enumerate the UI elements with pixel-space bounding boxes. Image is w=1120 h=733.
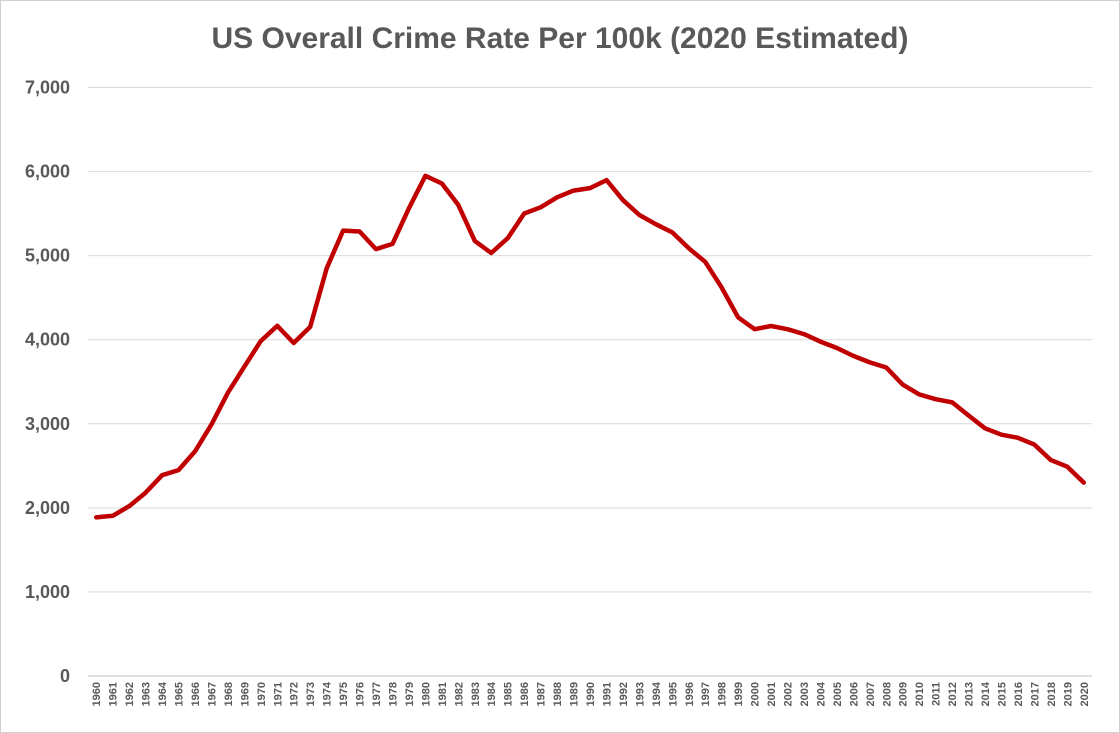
x-tick-label: 1975 <box>338 682 350 706</box>
x-tick-label: 1991 <box>601 682 613 706</box>
x-tick-label: 1960 <box>91 682 103 706</box>
y-tick-label: 7,000 <box>25 78 70 98</box>
x-tick-label: 1984 <box>486 681 498 706</box>
x-tick-label: 1979 <box>404 682 416 706</box>
x-tick-label: 1972 <box>289 682 301 706</box>
x-tick-label: 2002 <box>783 682 795 706</box>
x-tick-label: 1978 <box>387 682 399 706</box>
chart-title: US Overall Crime Rate Per 100k (2020 Est… <box>211 22 909 55</box>
x-tick-label: 1964 <box>157 681 169 706</box>
x-tick-label: 1968 <box>223 682 235 706</box>
x-tick-label: 1996 <box>684 682 696 706</box>
y-tick-label: 1,000 <box>25 582 70 602</box>
x-tick-label: 2014 <box>980 681 992 706</box>
x-tick-label: 2015 <box>996 682 1008 706</box>
x-tick-label: 1983 <box>470 682 482 706</box>
x-tick-label: 1966 <box>190 682 202 706</box>
y-tick-label: 3,000 <box>25 414 70 434</box>
x-tick-label: 1977 <box>371 682 383 706</box>
x-tick-label: 1993 <box>634 682 646 706</box>
x-tick-label: 2016 <box>1013 682 1025 706</box>
x-tick-label: 1970 <box>256 682 268 706</box>
x-tick-label: 2000 <box>750 682 762 706</box>
x-tick-label: 1990 <box>585 682 597 706</box>
x-tick-label: 2005 <box>832 682 844 706</box>
x-tick-label: 2012 <box>947 682 959 706</box>
x-tick-label: 1969 <box>239 682 251 706</box>
crime-rate-line <box>93 173 1087 520</box>
y-tick-label: 4,000 <box>25 330 70 350</box>
x-tick-label: 2018 <box>1046 682 1058 706</box>
x-tick-label: 2019 <box>1062 682 1074 706</box>
y-tick-label: 0 <box>60 666 70 686</box>
x-tick-label: 2017 <box>1029 682 1041 706</box>
y-tick-label: 2,000 <box>25 498 70 518</box>
x-tick-label: 2006 <box>848 682 860 706</box>
x-tick-label: 1992 <box>618 682 630 706</box>
x-tick-label: 1986 <box>519 682 531 706</box>
x-tick-label: 1974 <box>322 681 334 706</box>
x-tick-label: 1963 <box>141 682 153 706</box>
x-tick-label: 1981 <box>437 682 449 706</box>
x-tick-label: 1994 <box>651 681 663 706</box>
x-tick-label: 1999 <box>733 682 745 706</box>
x-tick-label: 2007 <box>865 682 877 706</box>
y-tick-label: 5,000 <box>25 246 70 266</box>
x-tick-label: 2001 <box>766 682 778 706</box>
x-tick-label: 1988 <box>552 682 564 706</box>
x-tick-label: 1973 <box>305 682 317 706</box>
x-tick-label: 1995 <box>667 682 679 706</box>
x-tick-label: 1961 <box>108 682 120 706</box>
x-tick-label: 1971 <box>272 682 284 706</box>
x-tick-label: 1980 <box>420 682 432 706</box>
x-tick-label: 1962 <box>124 682 136 706</box>
x-tick-label: 1967 <box>206 682 218 706</box>
x-tick-label: 2003 <box>799 682 811 706</box>
x-tick-label: 2010 <box>914 682 926 706</box>
x-tick-label: 1987 <box>536 682 548 706</box>
x-tick-label: 2004 <box>815 681 827 706</box>
x-tick-label: 1982 <box>453 682 465 706</box>
x-tick-label: 1976 <box>355 682 367 706</box>
x-tick-label: 2020 <box>1079 682 1091 706</box>
x-tick-label: 2009 <box>898 682 910 706</box>
x-tick-label: 2013 <box>964 682 976 706</box>
x-tick-label: 2011 <box>931 682 943 706</box>
x-tick-label: 1997 <box>700 682 712 706</box>
x-tick-label: 1965 <box>174 682 186 706</box>
x-tick-label: 1985 <box>503 682 515 706</box>
y-tick-label: 6,000 <box>25 162 70 182</box>
x-tick-label: 1989 <box>569 682 581 706</box>
x-tick-label: 1998 <box>717 682 729 706</box>
x-tick-label: 2008 <box>881 682 893 706</box>
